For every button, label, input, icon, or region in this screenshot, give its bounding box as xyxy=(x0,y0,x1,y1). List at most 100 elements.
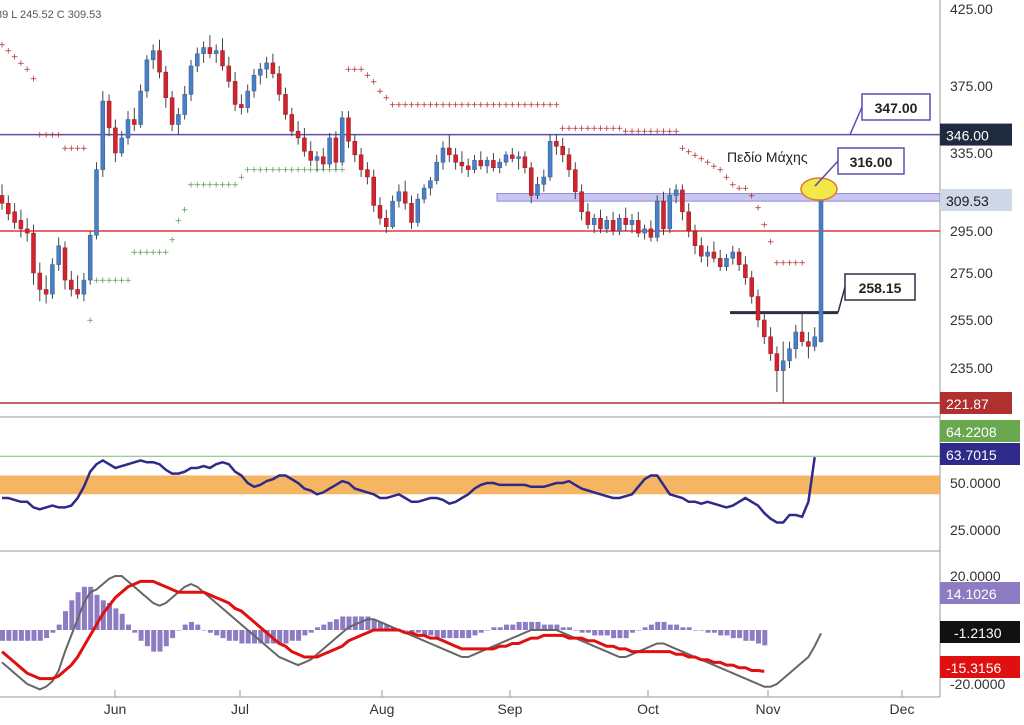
candle-body xyxy=(579,191,584,213)
price-axis-label: 255.00 xyxy=(950,312,993,328)
candle-body xyxy=(421,187,427,200)
candle-body xyxy=(346,117,351,142)
candle-body xyxy=(497,161,502,169)
sar-dot: + xyxy=(112,276,120,286)
candle-body xyxy=(94,169,99,236)
sar-dot: + xyxy=(99,276,107,286)
candle-body xyxy=(623,217,628,225)
tag-346-bg xyxy=(940,123,1012,146)
candle-body xyxy=(510,154,515,159)
macd-histogram-bar xyxy=(88,586,94,630)
macd-histogram-bar xyxy=(466,630,472,639)
macd-histogram-bar xyxy=(567,627,572,630)
rsi-band xyxy=(0,475,940,495)
candle-body xyxy=(554,141,559,147)
sar-dot: + xyxy=(288,166,296,176)
sar-dot: + xyxy=(458,100,466,110)
candle-body xyxy=(314,156,320,161)
candle-body xyxy=(365,169,370,178)
macd-histogram-bar xyxy=(434,630,440,639)
candle-body xyxy=(226,65,232,82)
candle-body xyxy=(617,217,622,232)
sar-dot: + xyxy=(351,65,359,75)
candle-body xyxy=(459,161,465,167)
sar-dot: + xyxy=(345,65,353,75)
sar-dot: + xyxy=(414,100,422,110)
candle-body xyxy=(384,217,389,227)
sar-dot: + xyxy=(338,166,346,176)
macd-histogram-bar xyxy=(176,630,182,631)
candle-body xyxy=(585,211,591,225)
macd-histogram-bar xyxy=(113,608,119,630)
candle-body xyxy=(528,167,534,196)
sar-dot: + xyxy=(584,124,592,134)
sar-dot: + xyxy=(61,144,69,154)
sar-dot: + xyxy=(301,166,309,176)
candle-body xyxy=(402,191,408,204)
sar-dot: + xyxy=(395,100,403,110)
candle-body xyxy=(276,73,282,95)
candle-body xyxy=(0,195,5,204)
sar-dot: + xyxy=(74,144,82,154)
candle-body xyxy=(686,211,691,232)
sar-dot: + xyxy=(175,216,183,226)
macd-histogram-bar xyxy=(617,630,623,639)
macd-histogram-bar xyxy=(611,630,617,639)
sar-dot: + xyxy=(49,131,57,141)
sar-dot: + xyxy=(200,180,208,190)
macd-axis-label: 20.0000 xyxy=(950,568,1001,584)
sar-dot: + xyxy=(628,127,636,137)
price-axis-label: 275.00 xyxy=(950,265,993,281)
candle-body xyxy=(232,81,238,105)
candle-body xyxy=(100,100,106,170)
macd-tag-hist-bg xyxy=(940,582,1020,604)
sar-dot: + xyxy=(162,248,170,258)
candle-body xyxy=(522,156,528,169)
macd-histogram-bar xyxy=(138,630,144,641)
macd-histogram-bar xyxy=(699,630,705,631)
sar-dot: + xyxy=(496,100,504,110)
candle-body xyxy=(667,195,673,230)
candle-body xyxy=(541,176,547,185)
candle-body xyxy=(409,203,414,223)
sar-dot: + xyxy=(754,204,762,214)
sar-dot: + xyxy=(307,166,315,176)
candle-body xyxy=(339,117,345,163)
sar-dot: + xyxy=(93,276,101,286)
macd-histogram-bar xyxy=(296,630,302,641)
candle-body xyxy=(591,217,597,225)
sar-dot: + xyxy=(219,180,227,190)
tag-last-price-bg xyxy=(940,189,1012,211)
macd-histogram-bar xyxy=(472,630,478,636)
candle-body xyxy=(358,154,364,170)
sar-dot: + xyxy=(17,59,25,69)
candle-body xyxy=(113,127,118,154)
candle-body xyxy=(31,232,36,274)
candle-body xyxy=(258,68,263,76)
sar-dot: + xyxy=(710,162,718,172)
candle-body xyxy=(390,200,395,227)
macd-histogram-bar xyxy=(119,613,125,630)
candle-body xyxy=(604,220,610,230)
sar-dot: + xyxy=(471,100,479,110)
candle-body xyxy=(491,160,496,169)
sar-dot: + xyxy=(603,124,611,134)
macd-histogram-bar xyxy=(327,621,333,630)
candle-body xyxy=(245,90,250,109)
sar-dot: + xyxy=(55,131,63,141)
candle-body xyxy=(6,203,11,215)
macd-histogram-bar xyxy=(403,630,409,631)
sar-dot: + xyxy=(370,77,378,87)
macd-histogram-bar xyxy=(75,592,81,630)
candle-body xyxy=(87,234,93,281)
macd-histogram-bar xyxy=(711,630,717,633)
sar-dot: + xyxy=(131,248,139,258)
macd-histogram-bar xyxy=(630,630,635,633)
sar-dot: + xyxy=(30,74,38,84)
macd-histogram-bar xyxy=(718,630,724,636)
sar-dot: + xyxy=(798,259,806,269)
sar-dot: + xyxy=(269,166,277,176)
macd-histogram-bar xyxy=(50,630,56,633)
candle-body xyxy=(43,289,49,295)
candle-body xyxy=(610,220,616,232)
